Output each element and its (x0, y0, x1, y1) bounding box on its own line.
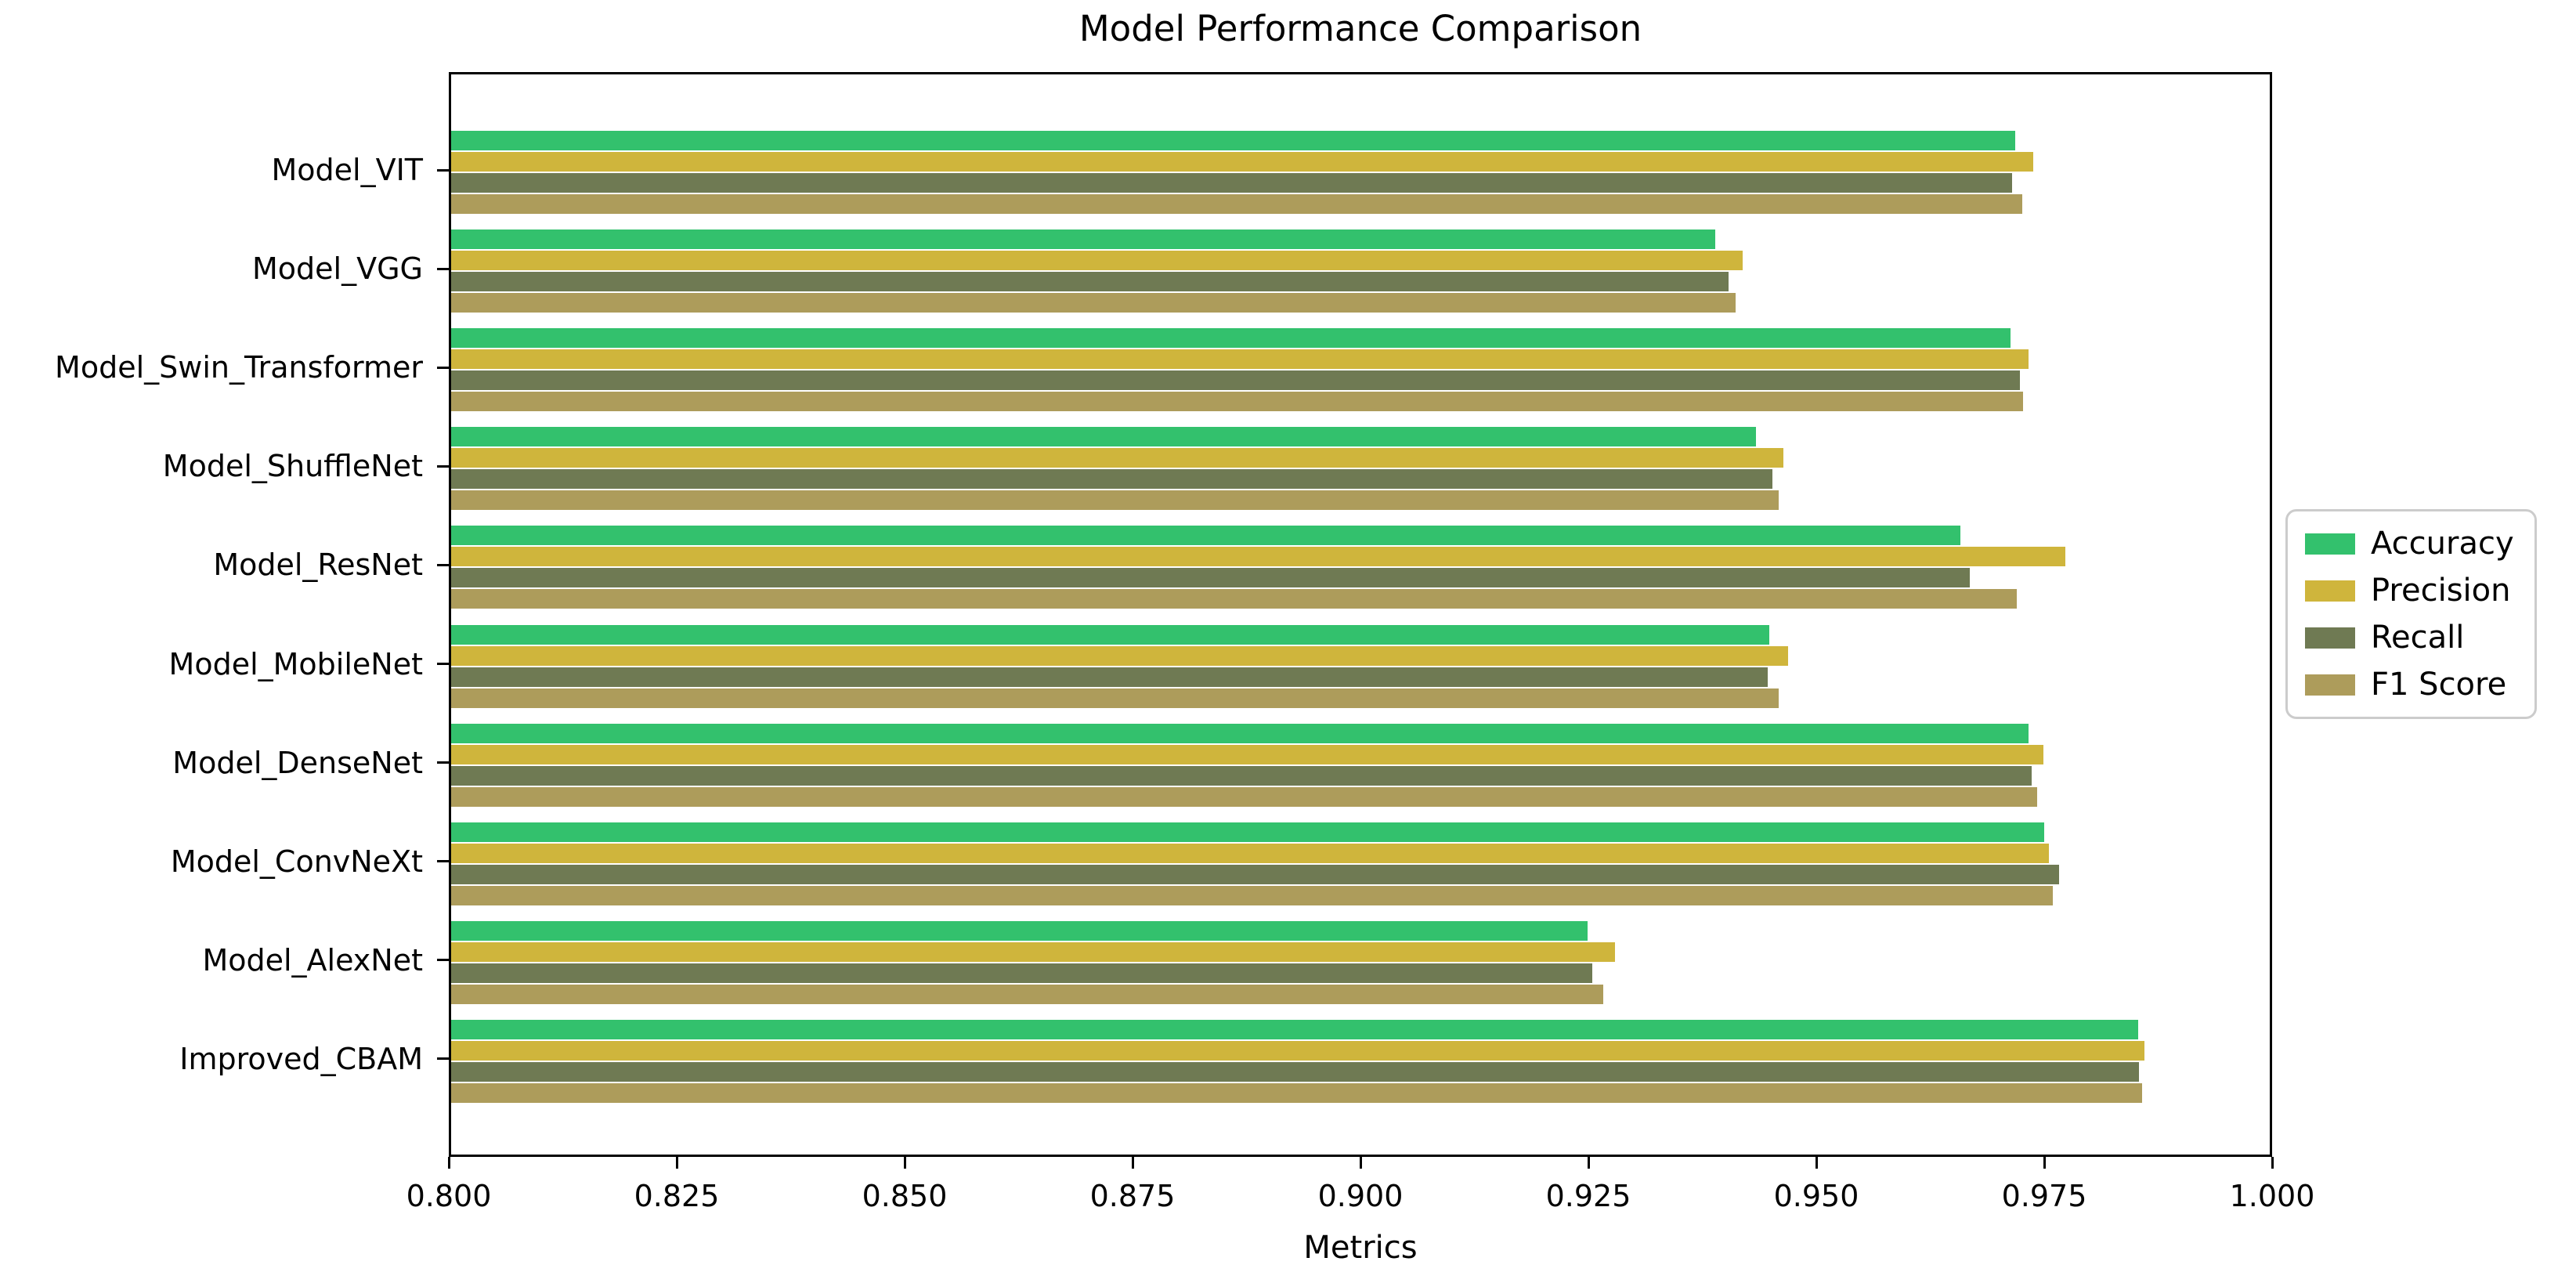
x-tick-mark (2043, 1157, 2046, 1169)
y-tick-label-Model_MobileNet: Model_MobileNet (168, 646, 423, 681)
y-tick-label-Model_VGG: Model_VGG (252, 251, 423, 287)
y-tick-mark (437, 761, 449, 764)
bar-Improved_CBAM-f1-score (451, 1082, 2143, 1103)
x-tick-mark (903, 1157, 906, 1169)
bar-Model_Swin_Transformer-f1-score (451, 392, 2024, 412)
y-tick-mark (437, 366, 449, 369)
bar-Model_VIT-precision (451, 152, 2034, 172)
bar-Model_VGG-f1-score (451, 293, 1736, 313)
y-tick-label-Model_ShuffleNet: Model_ShuffleNet (162, 449, 423, 484)
legend-row-accuracy: Accuracy (2305, 526, 2514, 562)
bar-Improved_CBAM-recall (451, 1061, 2139, 1082)
x-tick-mark (447, 1157, 450, 1169)
bar-Model_VIT-f1-score (451, 194, 2023, 215)
legend-label: Precision (2371, 573, 2511, 609)
bar-Model_ShuffleNet-f1-score (451, 490, 1779, 511)
y-tick-label-Model_DenseNet: Model_DenseNet (172, 745, 423, 780)
y-tick-label-Model_Swin_Transformer: Model_Swin_Transformer (55, 350, 423, 385)
legend-row-precision: Precision (2305, 573, 2514, 609)
x-tick-mark (1359, 1157, 1362, 1169)
bar-Model_DenseNet-recall (451, 765, 2032, 786)
bar-Model_ShuffleNet-precision (451, 448, 1783, 468)
y-tick-mark (437, 1057, 449, 1061)
legend-swatch-icon (2305, 627, 2355, 649)
bar-Model_ResNet-recall (451, 568, 1970, 588)
x-tick-label-0.850: 0.850 (862, 1179, 948, 1213)
x-tick-mark (1815, 1157, 1818, 1169)
y-tick-mark (437, 959, 449, 962)
x-tick-mark (2271, 1157, 2274, 1169)
bar-Model_ConvNeXt-accuracy (451, 822, 2045, 842)
legend-row-f1-score: F1 Score (2305, 667, 2514, 703)
bar-Model_Swin_Transformer-accuracy (451, 328, 2011, 349)
legend-label: Accuracy (2371, 526, 2514, 562)
y-tick-mark (437, 663, 449, 666)
legend-swatch-icon (2305, 580, 2355, 602)
y-tick-label-Model_ConvNeXt: Model_ConvNeXt (170, 844, 423, 879)
bar-Model_VIT-recall (451, 173, 2013, 193)
y-tick-label-Model_ResNet: Model_ResNet (213, 548, 423, 583)
legend-label: F1 Score (2371, 667, 2507, 703)
bar-Model_ResNet-f1-score (451, 589, 2018, 609)
y-tick-mark (437, 563, 449, 566)
x-tick-label-0.975: 0.975 (2001, 1179, 2087, 1213)
bar-Model_ConvNeXt-recall (451, 864, 2059, 884)
bar-Model_ResNet-precision (451, 547, 2065, 567)
y-tick-mark (437, 168, 449, 172)
bar-Model_DenseNet-accuracy (451, 723, 2029, 743)
y-tick-mark (437, 267, 449, 270)
chart-title: Model Performance Comparison (1078, 8, 1642, 49)
bar-Model_MobileNet-accuracy (451, 624, 1770, 645)
legend-swatch-icon (2305, 674, 2355, 696)
bar-Model_AlexNet-recall (451, 963, 1593, 983)
bar-Model_ShuffleNet-recall (451, 469, 1772, 490)
y-tick-mark (437, 860, 449, 863)
bar-Improved_CBAM-precision (451, 1040, 2144, 1061)
bar-Model_AlexNet-f1-score (451, 984, 1603, 1004)
bar-Model_AlexNet-precision (451, 941, 1616, 962)
bar-Improved_CBAM-accuracy (451, 1019, 2138, 1039)
x-axis-label: Metrics (1303, 1230, 1418, 1266)
legend: Accuracy Precision Recall F1 Score (2285, 509, 2537, 719)
x-tick-label-0.875: 0.875 (1089, 1179, 1176, 1213)
bar-Model_Swin_Transformer-recall (451, 370, 2020, 391)
bar-Model_ConvNeXt-f1-score (451, 885, 2053, 905)
x-tick-mark (1131, 1157, 1134, 1169)
bar-Model_VGG-precision (451, 251, 1743, 271)
y-tick-label-Improved_CBAM: Improved_CBAM (179, 1041, 423, 1076)
bar-Model_ConvNeXt-precision (451, 843, 2049, 863)
y-tick-label-Model_AlexNet: Model_AlexNet (202, 942, 423, 978)
legend-row-recall: Recall (2305, 620, 2514, 656)
bar-Model_MobileNet-recall (451, 667, 1769, 687)
x-tick-label-0.900: 0.900 (1317, 1179, 1404, 1213)
x-tick-label-1.000: 1.000 (2229, 1179, 2315, 1213)
plot-area (449, 72, 2272, 1157)
x-tick-mark (1587, 1157, 1590, 1169)
y-tick-label-Model_VIT: Model_VIT (271, 153, 423, 188)
y-tick-mark (437, 464, 449, 468)
x-tick-mark (675, 1157, 678, 1169)
bar-Model_MobileNet-f1-score (451, 688, 1779, 708)
x-tick-label-0.950: 0.950 (1773, 1179, 1859, 1213)
legend-swatch-icon (2305, 533, 2355, 555)
bar-Model_VGG-recall (451, 272, 1729, 292)
bar-Model_DenseNet-precision (451, 744, 2043, 764)
bar-Model_VIT-accuracy (451, 131, 2015, 151)
x-tick-label-0.825: 0.825 (634, 1179, 720, 1213)
bar-Model_DenseNet-f1-score (451, 786, 2037, 807)
legend-label: Recall (2371, 620, 2465, 656)
bar-Model_AlexNet-accuracy (451, 920, 1588, 941)
x-tick-label-0.800: 0.800 (406, 1179, 492, 1213)
x-tick-label-0.925: 0.925 (1545, 1179, 1631, 1213)
bar-Model_ResNet-accuracy (451, 526, 1961, 546)
bar-Model_Swin_Transformer-precision (451, 349, 2029, 370)
bar-Model_ShuffleNet-accuracy (451, 427, 1757, 447)
bar-Model_VGG-accuracy (451, 229, 1715, 250)
bar-Model_MobileNet-precision (451, 645, 1788, 666)
